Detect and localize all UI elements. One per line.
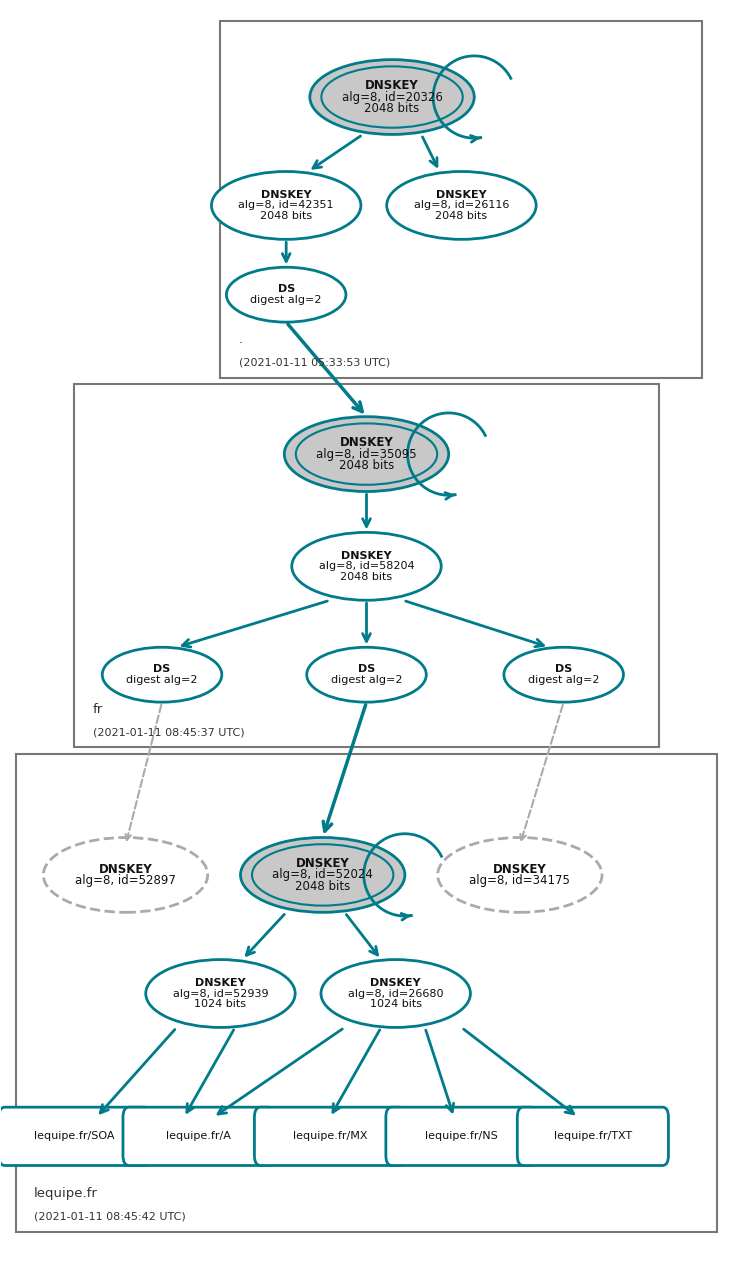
Text: alg=8, id=52897: alg=8, id=52897 xyxy=(75,874,176,887)
Text: alg=8, id=26680: alg=8, id=26680 xyxy=(348,988,443,998)
Text: 2048 bits: 2048 bits xyxy=(435,211,487,221)
Text: alg=8, id=52024: alg=8, id=52024 xyxy=(272,869,373,882)
Text: lequipe.fr/A: lequipe.fr/A xyxy=(166,1131,231,1141)
Ellipse shape xyxy=(321,960,471,1028)
Text: alg=8, id=34175: alg=8, id=34175 xyxy=(469,874,570,887)
Text: 1024 bits: 1024 bits xyxy=(194,999,246,1010)
FancyBboxPatch shape xyxy=(386,1107,537,1166)
Text: DS: DS xyxy=(358,665,375,675)
Text: digest alg=2: digest alg=2 xyxy=(528,675,600,685)
Text: DS: DS xyxy=(153,665,171,675)
Text: (2021-01-11 05:33:53 UTC): (2021-01-11 05:33:53 UTC) xyxy=(239,358,390,367)
Text: digest alg=2: digest alg=2 xyxy=(126,675,198,685)
Text: DNSKEY: DNSKEY xyxy=(195,978,246,988)
Text: alg=8, id=58204: alg=8, id=58204 xyxy=(319,561,414,571)
Ellipse shape xyxy=(310,60,474,134)
Text: DNSKEY: DNSKEY xyxy=(436,189,487,199)
Text: DS: DS xyxy=(555,665,572,675)
Text: alg=8, id=52939: alg=8, id=52939 xyxy=(173,988,268,998)
Ellipse shape xyxy=(240,837,405,912)
Text: alg=8, id=20326: alg=8, id=20326 xyxy=(342,91,443,104)
Text: DS: DS xyxy=(278,284,295,294)
Text: (2021-01-11 08:45:42 UTC): (2021-01-11 08:45:42 UTC) xyxy=(34,1212,186,1222)
Text: alg=8, id=26116: alg=8, id=26116 xyxy=(413,201,509,211)
Ellipse shape xyxy=(146,960,295,1028)
Text: 2048 bits: 2048 bits xyxy=(364,102,420,115)
Text: DNSKEY: DNSKEY xyxy=(261,189,312,199)
FancyBboxPatch shape xyxy=(254,1107,405,1166)
Text: (2021-01-11 08:45:37 UTC): (2021-01-11 08:45:37 UTC) xyxy=(92,727,244,737)
Text: .: . xyxy=(239,332,243,346)
Ellipse shape xyxy=(306,647,427,702)
FancyBboxPatch shape xyxy=(16,754,717,1232)
Text: DNSKEY: DNSKEY xyxy=(341,551,392,561)
Text: DNSKEY: DNSKEY xyxy=(339,436,394,449)
Text: lequipe.fr/SOA: lequipe.fr/SOA xyxy=(34,1131,114,1141)
Text: 2048 bits: 2048 bits xyxy=(339,459,394,472)
Text: lequipe.fr/NS: lequipe.fr/NS xyxy=(425,1131,498,1141)
Text: 2048 bits: 2048 bits xyxy=(295,879,350,893)
Ellipse shape xyxy=(43,837,207,912)
Ellipse shape xyxy=(438,837,602,912)
FancyBboxPatch shape xyxy=(221,20,702,377)
Text: 1024 bits: 1024 bits xyxy=(369,999,421,1010)
Text: lequipe.fr/TXT: lequipe.fr/TXT xyxy=(554,1131,632,1141)
Ellipse shape xyxy=(226,267,346,322)
Text: fr: fr xyxy=(92,703,103,716)
Text: 2048 bits: 2048 bits xyxy=(340,573,393,581)
Text: alg=8, id=35095: alg=8, id=35095 xyxy=(316,447,417,460)
Text: lequipe.fr: lequipe.fr xyxy=(34,1187,98,1200)
Text: DNSKEY: DNSKEY xyxy=(99,863,152,875)
Text: alg=8, id=42351: alg=8, id=42351 xyxy=(238,201,334,211)
Text: digest alg=2: digest alg=2 xyxy=(331,675,402,685)
Ellipse shape xyxy=(284,417,449,492)
FancyBboxPatch shape xyxy=(517,1107,668,1166)
Text: lequipe.fr/MX: lequipe.fr/MX xyxy=(292,1131,367,1141)
FancyBboxPatch shape xyxy=(0,1107,150,1166)
Ellipse shape xyxy=(504,647,624,702)
Ellipse shape xyxy=(292,533,441,601)
Text: DNSKEY: DNSKEY xyxy=(493,863,547,875)
Ellipse shape xyxy=(211,171,361,239)
Text: DNSKEY: DNSKEY xyxy=(370,978,421,988)
Ellipse shape xyxy=(103,647,222,702)
FancyBboxPatch shape xyxy=(75,383,658,748)
Text: digest alg=2: digest alg=2 xyxy=(251,295,322,305)
Text: 2048 bits: 2048 bits xyxy=(260,211,312,221)
Text: DNSKEY: DNSKEY xyxy=(296,858,350,870)
Text: DNSKEY: DNSKEY xyxy=(365,79,419,92)
FancyBboxPatch shape xyxy=(123,1107,274,1166)
Ellipse shape xyxy=(387,171,536,239)
